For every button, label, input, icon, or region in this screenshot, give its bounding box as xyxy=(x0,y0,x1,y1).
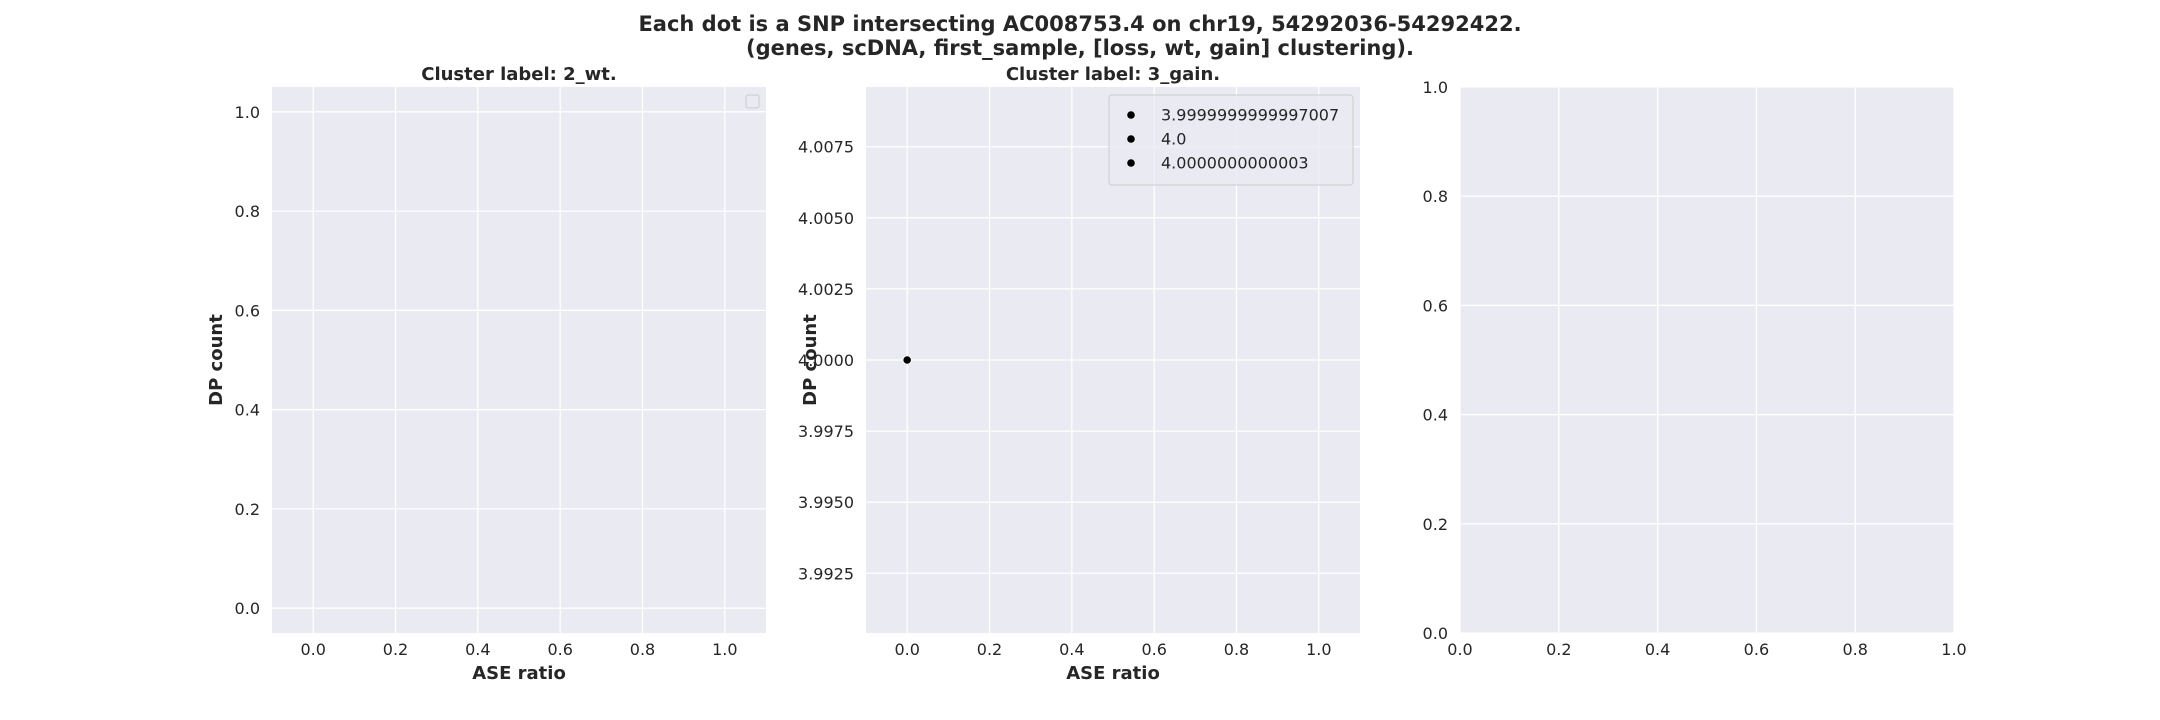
y-tick-label: 0.4 xyxy=(1423,406,1448,425)
y-axis-label: DP count xyxy=(206,314,227,406)
y-tick-label: 4.0075 xyxy=(798,138,854,157)
legend: 3.9999999999997007 4.0 4.0000000000003 xyxy=(1108,94,1354,186)
subplot-1: 0.0 0.2 0.4 0.6 0.8 1.0 0.0 0.2 0.4 0.6 0.8 1.0 Clus… xyxy=(206,64,766,684)
plot-area xyxy=(272,87,766,633)
y-tick-label: 0.2 xyxy=(1423,515,1448,534)
x-axis-label: ASE ratio xyxy=(1066,663,1160,684)
x-tick-label: 0.0 xyxy=(894,640,919,659)
x-tick-label: 0.2 xyxy=(383,640,408,659)
x-tick-label: 0.8 xyxy=(1842,640,1867,659)
figure-title-line-2: (genes, scDNA, first_sample, [loss, wt, … xyxy=(746,36,1414,60)
subplot-title: Cluster label: 3_gain. xyxy=(1006,64,1220,85)
y-tick-label: 3.9950 xyxy=(798,493,854,512)
data-point xyxy=(902,355,912,365)
x-tick-label: 0.0 xyxy=(1447,640,1472,659)
y-tick-label: 0.2 xyxy=(235,500,260,519)
x-tick-label: 0.2 xyxy=(1546,640,1571,659)
x-tick-label: 0.8 xyxy=(1224,640,1249,659)
x-tick-label: 0.0 xyxy=(300,640,325,659)
x-tick-label: 1.0 xyxy=(1306,640,1331,659)
subplot-grid: 0.0 0.2 0.4 0.6 0.8 1.0 0.0 0.2 0.4 0.6 0.8 1.0 Clus… xyxy=(206,64,1967,684)
y-tick-label: 3.9975 xyxy=(798,422,854,441)
legend-frame xyxy=(1108,94,1354,186)
x-tick-label: 0.6 xyxy=(547,640,572,659)
y-tick-label: 4.0050 xyxy=(798,209,854,228)
x-axis-label: ASE ratio xyxy=(472,663,566,684)
x-tick-label: 0.6 xyxy=(1744,640,1769,659)
y-tick-label: 0.8 xyxy=(1423,187,1448,206)
legend-entry: 4.0000000000003 xyxy=(1161,154,1309,173)
x-tick-label: 0.6 xyxy=(1141,640,1166,659)
x-tick-label: 0.4 xyxy=(1059,640,1084,659)
legend-box-empty xyxy=(745,94,760,109)
legend-marker xyxy=(1127,111,1135,119)
y-tick-label: 0.6 xyxy=(1423,296,1448,315)
y-tick-label: 0.6 xyxy=(235,301,260,320)
x-tick-label: 0.2 xyxy=(977,640,1002,659)
y-tick-label: 1.0 xyxy=(1423,78,1448,97)
y-tick-label: 0.4 xyxy=(235,401,260,420)
y-tick-label: 0.8 xyxy=(235,202,260,221)
subplot-title: Cluster label: 2_wt. xyxy=(421,64,617,85)
y-tick-label: 0.0 xyxy=(235,599,260,618)
y-tick-label: 4.0025 xyxy=(798,280,854,299)
y-axis-label: DP count xyxy=(800,314,821,406)
legend-entry: 3.9999999999997007 xyxy=(1161,106,1339,125)
x-tick-label: 0.4 xyxy=(1645,640,1670,659)
subplot-3: 0.0 0.2 0.4 0.6 0.8 1.0 0.0 0.2 0.4 0.6 0.8 1.0 xyxy=(1423,78,1967,659)
y-tick-label: 3.9925 xyxy=(798,564,854,583)
y-tick-label: 4.0000 xyxy=(798,351,854,370)
x-tick-label: 1.0 xyxy=(712,640,737,659)
legend-entry: 4.0 xyxy=(1161,130,1186,149)
subplot-2: 0.0 0.2 0.4 0.6 0.8 1.0 3.9925 3.9950 3.9975 4.00… xyxy=(798,64,1360,684)
y-tick-label: 1.0 xyxy=(235,103,260,122)
x-tick-label: 0.8 xyxy=(630,640,655,659)
plot-area xyxy=(1460,87,1954,633)
legend-marker xyxy=(1127,159,1135,167)
legend-marker xyxy=(1127,135,1135,143)
figure-title-line-1: Each dot is a SNP intersecting AC008753.… xyxy=(638,12,1521,36)
x-tick-label: 0.4 xyxy=(465,640,490,659)
y-tick-label: 0.0 xyxy=(1423,624,1448,643)
x-tick-label: 1.0 xyxy=(1941,640,1966,659)
